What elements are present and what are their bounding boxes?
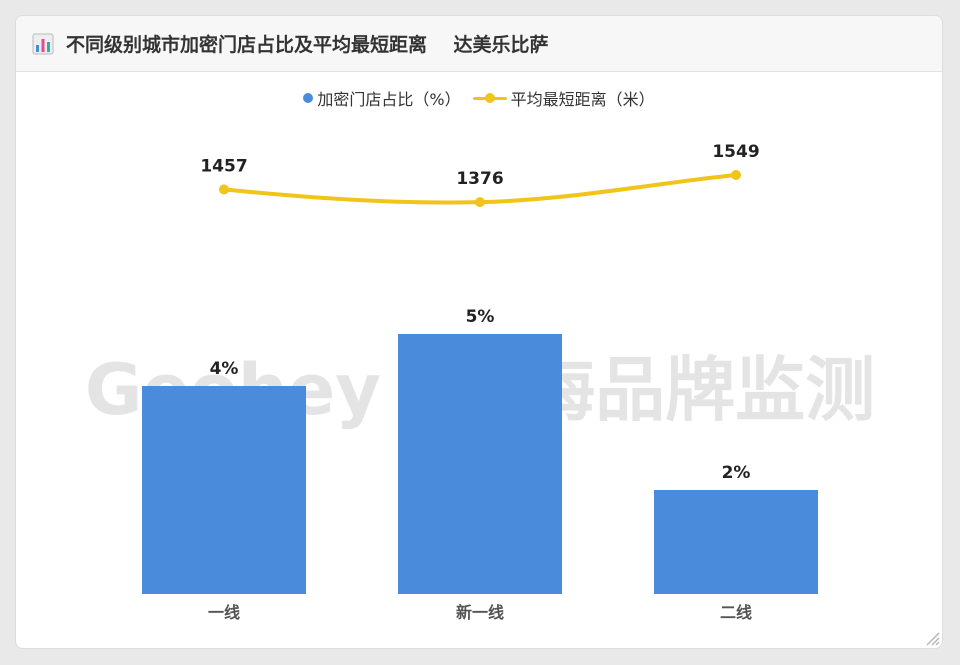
resize-grip-icon[interactable] xyxy=(922,628,940,646)
chart-card: 不同级别城市加密门店占比及平均最短距离 达美乐比萨 加密门店占比（%） 平均最短… xyxy=(15,15,943,649)
legend-line-label: 平均最短距离（米） xyxy=(510,90,655,109)
line-point-3[interactable] xyxy=(731,170,741,180)
line-point-1[interactable] xyxy=(219,184,229,195)
line-value-label: 1376 xyxy=(456,169,503,189)
bar-value-label: 2% xyxy=(722,463,751,483)
legend-bar-label: 加密门店占比（%） xyxy=(317,90,461,109)
line-point-2[interactable] xyxy=(475,197,485,208)
line-value-label: 1549 xyxy=(712,142,759,162)
bar-value-label: 4% xyxy=(210,359,239,379)
chart-header: 不同级别城市加密门店占比及平均最短距离 达美乐比萨 xyxy=(16,16,942,72)
bar-1[interactable] xyxy=(142,386,306,594)
chart-legend: 加密门店占比（%） 平均最短距离（米） xyxy=(16,86,942,110)
bar-2[interactable] xyxy=(398,334,562,594)
legend-line-marker xyxy=(472,91,507,105)
legend-bar-marker xyxy=(303,93,314,103)
bar-3[interactable] xyxy=(654,490,818,594)
line-value-label: 1457 xyxy=(200,156,247,176)
bar-value-label: 5% xyxy=(466,307,495,327)
chart-title: 不同级别城市加密门店占比及平均最短距离 达美乐比萨 xyxy=(66,34,549,56)
bar-chart-icon xyxy=(32,33,54,54)
x-tick-label: 新一线 xyxy=(456,603,504,622)
x-tick-label: 一线 xyxy=(208,603,240,622)
x-tick-label: 二线 xyxy=(720,603,752,622)
legend-item-bar[interactable]: 加密门店占比（%） xyxy=(303,86,461,110)
legend-item-line[interactable]: 平均最短距离（米） xyxy=(472,86,655,110)
